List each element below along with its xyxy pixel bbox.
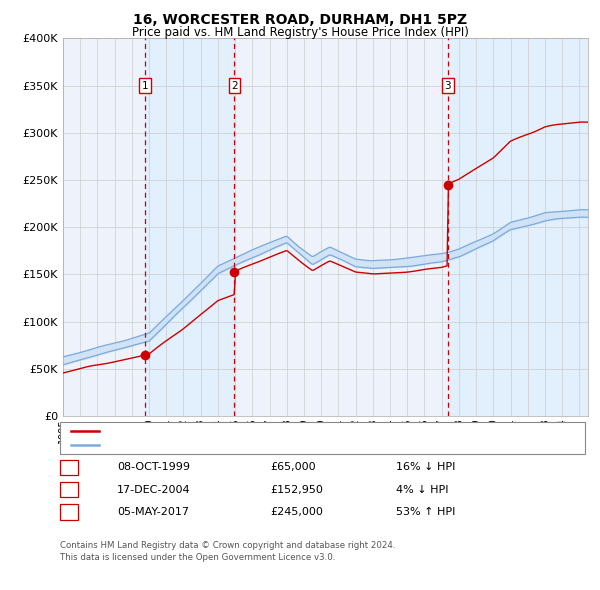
Text: Price paid vs. HM Land Registry's House Price Index (HPI): Price paid vs. HM Land Registry's House … <box>131 26 469 39</box>
Text: 08-OCT-1999: 08-OCT-1999 <box>117 463 190 472</box>
Text: 16% ↓ HPI: 16% ↓ HPI <box>396 463 455 472</box>
Text: £152,950: £152,950 <box>270 485 323 494</box>
Text: 2: 2 <box>65 485 73 494</box>
Text: HPI: Average price, detached house, County Durham: HPI: Average price, detached house, Coun… <box>106 440 382 450</box>
Text: Contains HM Land Registry data © Crown copyright and database right 2024.: Contains HM Land Registry data © Crown c… <box>60 541 395 550</box>
Text: 2: 2 <box>231 81 238 90</box>
Text: 3: 3 <box>65 507 73 517</box>
Text: 16, WORCESTER ROAD, DURHAM, DH1 5PZ: 16, WORCESTER ROAD, DURHAM, DH1 5PZ <box>133 13 467 27</box>
Bar <box>145 38 235 416</box>
Text: 17-DEC-2004: 17-DEC-2004 <box>117 485 191 494</box>
Text: 16, WORCESTER ROAD, DURHAM, DH1 5PZ (detached house): 16, WORCESTER ROAD, DURHAM, DH1 5PZ (det… <box>106 426 425 436</box>
Bar <box>448 38 588 416</box>
Text: This data is licensed under the Open Government Licence v3.0.: This data is licensed under the Open Gov… <box>60 553 335 562</box>
Text: 1: 1 <box>65 463 73 472</box>
Text: 3: 3 <box>445 81 451 90</box>
Text: £65,000: £65,000 <box>270 463 316 472</box>
Text: 1: 1 <box>142 81 148 90</box>
Text: 4% ↓ HPI: 4% ↓ HPI <box>396 485 449 494</box>
Text: 53% ↑ HPI: 53% ↑ HPI <box>396 507 455 517</box>
Text: 05-MAY-2017: 05-MAY-2017 <box>117 507 189 517</box>
Text: £245,000: £245,000 <box>270 507 323 517</box>
